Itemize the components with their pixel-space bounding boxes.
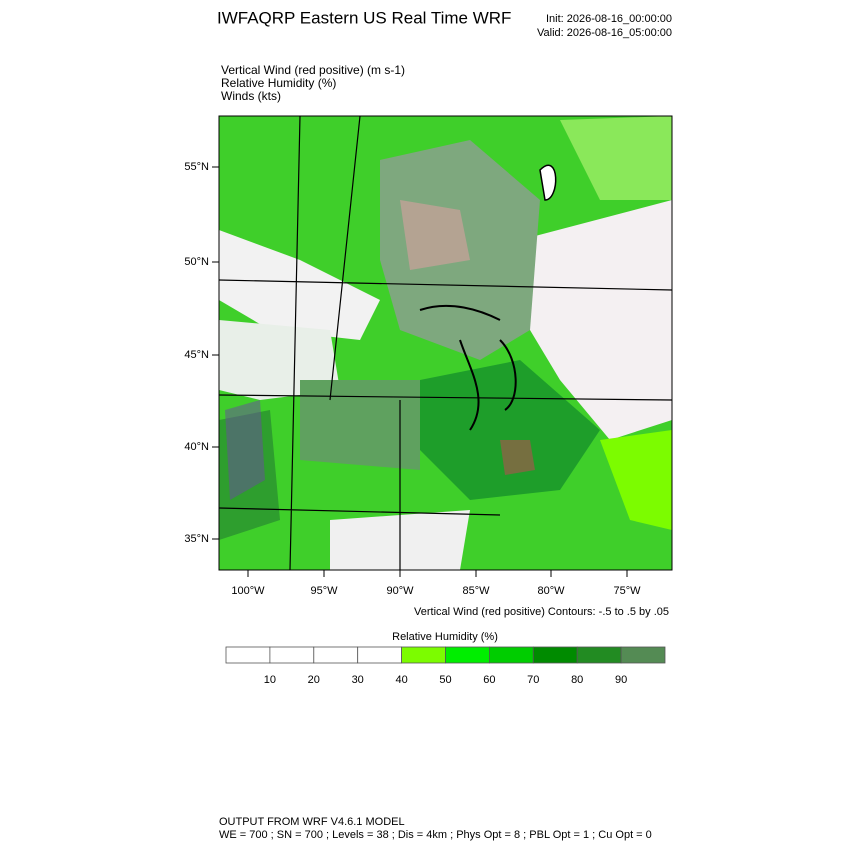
colorbar-label: 20 — [308, 674, 320, 686]
lat-label: 35°N — [184, 533, 209, 545]
colorbar-box — [532, 646, 578, 664]
lat-label: 55°N — [184, 161, 209, 173]
footer-line: WE = 700 ; SN = 700 ; Levels = 38 ; Dis … — [219, 829, 652, 841]
map: 55°N 50°N 45°N 40°N 35°N 100°W 95°W 90°W… — [184, 115, 673, 618]
colorbar-box — [269, 646, 315, 664]
lon-label: 85°W — [462, 585, 490, 597]
colorbar-label: 30 — [352, 674, 364, 686]
colorbar-label: 80 — [571, 674, 583, 686]
colorbar-box — [313, 646, 359, 664]
colorbar-box — [357, 646, 403, 664]
colorbar-box — [401, 646, 446, 664]
colorbar-label: 60 — [483, 674, 495, 686]
colorbar-box — [620, 646, 666, 664]
field-label: Relative Humidity (%) — [221, 76, 336, 90]
title: IWFAQRP Eastern US Real Time WRF — [217, 8, 511, 27]
footer-line: OUTPUT FROM WRF V4.6.1 MODEL — [219, 816, 405, 828]
colorbar: Relative Humidity (%) 10 20 30 40 50 60 70 80 90 — [225, 631, 666, 686]
init-time: Init: 2026-08-16_00:00:00 — [546, 13, 672, 25]
colorbar-box — [445, 646, 490, 664]
lon-label: 90°W — [386, 585, 414, 597]
field-label: Vertical Wind (red positive) (m s-1) — [221, 63, 405, 77]
lon-label: 80°W — [537, 585, 565, 597]
contour-note: Vertical Wind (red positive) Contours: -… — [414, 606, 669, 618]
colorbar-label: 70 — [527, 674, 539, 686]
colorbar-label: 50 — [439, 674, 451, 686]
lon-label: 100°W — [231, 585, 265, 597]
colorbar-title: Relative Humidity (%) — [392, 631, 498, 643]
lat-label: 45°N — [184, 349, 209, 361]
colorbar-label: 40 — [395, 674, 407, 686]
colorbar-label: 10 — [264, 674, 276, 686]
field-label: Winds (kts) — [221, 89, 281, 103]
lat-label: 50°N — [184, 256, 209, 268]
lon-label: 75°W — [613, 585, 641, 597]
lon-label: 95°W — [310, 585, 338, 597]
colorbar-box — [576, 646, 622, 664]
colorbar-box — [488, 646, 534, 664]
lat-label: 40°N — [184, 441, 209, 453]
colorbar-box — [225, 646, 271, 664]
colorbar-label: 90 — [615, 674, 627, 686]
valid-time: Valid: 2026-08-16_05:00:00 — [537, 27, 672, 39]
